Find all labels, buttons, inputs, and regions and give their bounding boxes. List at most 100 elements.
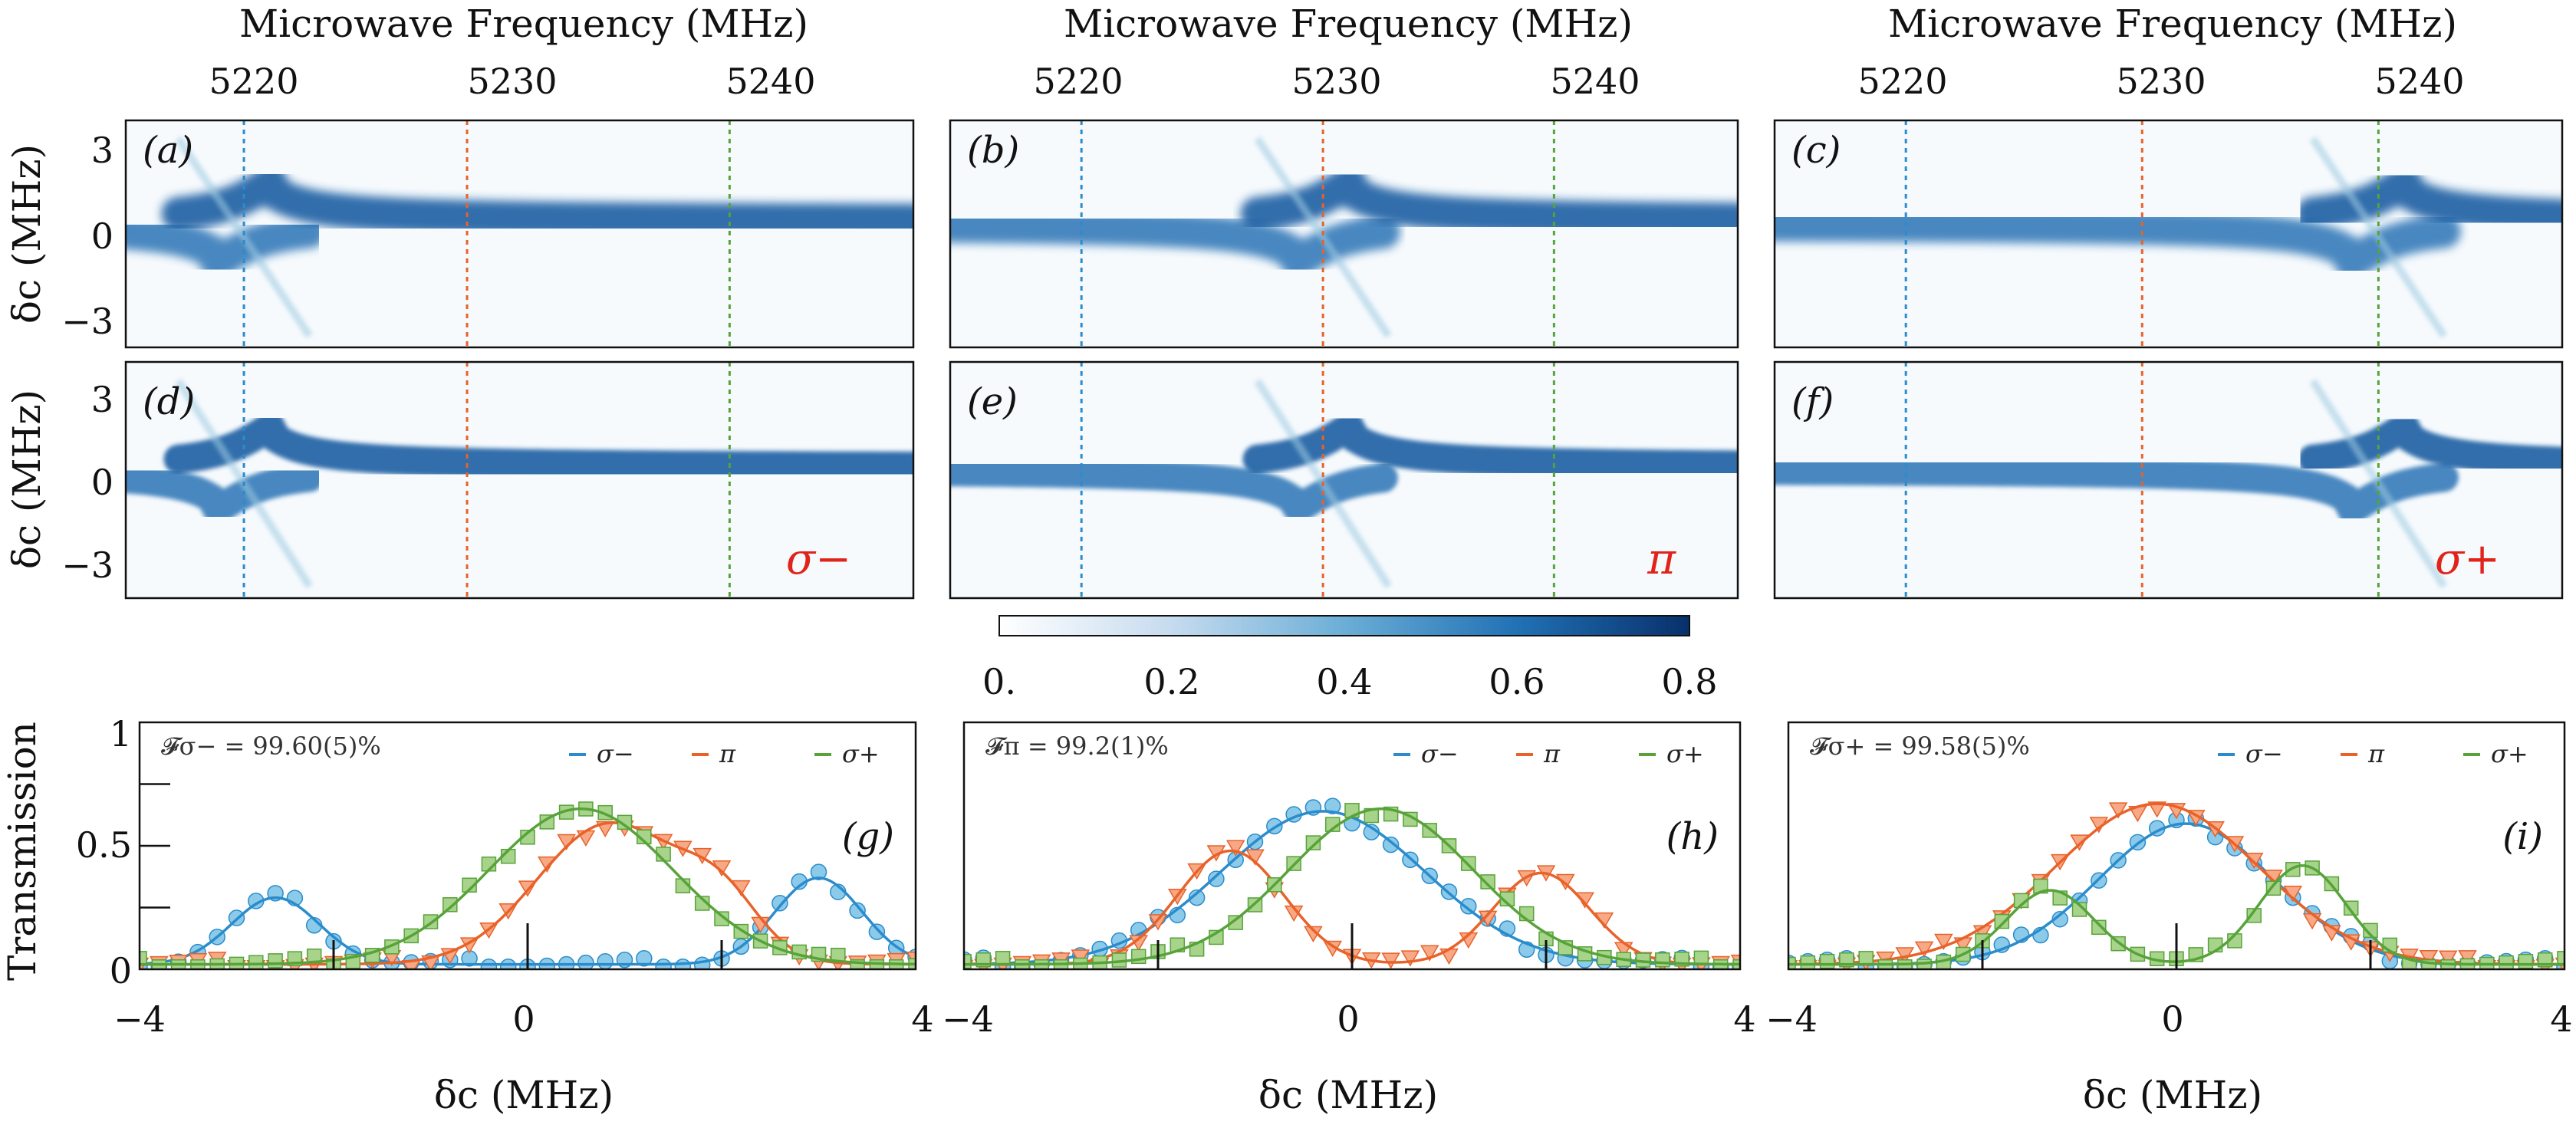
ytick-0: 0	[110, 950, 132, 992]
point-h-pi-24	[1420, 945, 1439, 962]
point-i-sigma_plus-5	[1877, 959, 1893, 969]
fit-g-sigma_plus	[140, 807, 916, 966]
point-g-sigma_plus-0	[140, 951, 147, 966]
xlabel-bottom-i: δc (MHz)	[2083, 1073, 2262, 1117]
branch-lower-d	[126, 462, 324, 532]
colorbar-tick-0.8: 0.8	[1661, 661, 1717, 702]
heatmap-frame-c	[1773, 119, 2564, 349]
heatmap-a	[124, 119, 915, 349]
point-h-sigma_plus-28	[1499, 891, 1515, 906]
point-i-pi-8	[1934, 933, 1953, 951]
ytick-m3-row2: −3	[61, 544, 114, 586]
xtick-5230-col3: 5230	[2116, 61, 2206, 102]
point-g-sigma_plus-29	[694, 896, 710, 911]
fidelity-h: 𝓕π = 99.2(1)%	[985, 732, 1169, 761]
branch-lower-b	[950, 209, 1400, 286]
colorbar: 0. 0.2 0.4 0.6 0.8	[982, 615, 1718, 702]
branch-upper-a	[161, 157, 913, 238]
point-h-sigma_plus-39	[1712, 959, 1729, 969]
xlabel-bottom-h: δc (MHz)	[1258, 1073, 1438, 1117]
point-g-sigma_minus-37	[849, 902, 866, 919]
xtick-0-h: 0	[1337, 998, 1359, 1040]
point-g-sigma_minus-18	[480, 959, 498, 969]
point-g-sigma_minus-35	[810, 863, 827, 880]
point-h-pi-23	[1400, 950, 1420, 967]
point-h-sigma_plus-14	[1228, 915, 1243, 930]
diagonal-a	[175, 136, 313, 338]
transmission-frame-i	[1787, 721, 2566, 971]
ylabel-row2: δc (MHz)	[5, 390, 49, 569]
point-h-sigma_minus-19	[1324, 797, 1341, 814]
point-g-sigma_plus-2	[170, 959, 186, 969]
top-axis-labels: Microwave Frequency (MHz) Microwave Freq…	[209, 2, 2464, 102]
xtick-0-i: 0	[2161, 998, 2183, 1040]
point-i-pi-7	[1914, 941, 1934, 958]
xlabel-top-col3: Microwave Frequency (MHz)	[1888, 2, 2457, 46]
legend-label-h-pi: π	[1543, 739, 1561, 768]
colorbar-tick-0: 0.	[982, 661, 1016, 702]
xlabel-top-col1: Microwave Frequency (MHz)	[239, 2, 808, 46]
transmission-g: 𝓕σ− = 99.60(5)% (g) σ− π σ+	[138, 721, 917, 971]
heatmap-frame-b	[949, 119, 1739, 349]
heatmap-y-axis: δc (MHz) δc (MHz) 3 0 −3 3 0 −3	[5, 130, 114, 586]
point-h-sigma_minus-13	[1208, 870, 1225, 887]
xtick-4-h: 4	[1733, 998, 1755, 1040]
pol-label-sigma-plus: σ+	[2435, 534, 2500, 584]
xtick-m4-g: −4	[114, 998, 166, 1040]
ytick-3-row1: 3	[91, 130, 114, 171]
branch-lower-c	[1775, 208, 2461, 288]
heatmap-b	[949, 119, 1739, 349]
ytick-m3-row1: −3	[61, 301, 114, 342]
fidelity-g: 𝓕σ− = 99.60(5)%	[161, 732, 381, 761]
branch-lower-f	[1775, 455, 2459, 532]
xtick-4-g: 4	[911, 998, 933, 1040]
xtick-5220-col3: 5220	[1857, 61, 1947, 102]
point-i-pi-34	[2438, 950, 2458, 967]
point-g-sigma_plus-17	[462, 877, 477, 893]
xtick-m4-i: −4	[1765, 998, 1818, 1040]
point-i-sigma_plus-38	[2518, 953, 2534, 969]
heatmap-content-b	[950, 136, 1738, 338]
point-g-sigma_minus-27	[655, 959, 672, 969]
branch-upper-d	[163, 405, 913, 481]
point-h-sigma_minus-26	[1460, 897, 1477, 915]
point-i-sigma_plus-30	[2363, 922, 2378, 939]
point-h-sigma_plus-27	[1480, 874, 1495, 890]
point-g-sigma_minus-24	[597, 952, 614, 969]
heatmap-f	[1773, 360, 2564, 600]
heatmap-d	[124, 360, 915, 600]
ytick-1: 1	[110, 713, 132, 755]
heatmap-frame-f	[1773, 360, 2564, 600]
panel-label-a: (a)	[143, 129, 193, 172]
transmission-x-axis: −4 0 4 −4 0 4 −4 0 4 δc (MHz) δc (MHz) δ…	[114, 998, 2573, 1117]
branch-upper-e	[1242, 405, 1738, 480]
legend-label-i-sigma_plus: σ+	[2491, 739, 2528, 768]
panel-label-b: (b)	[967, 129, 1019, 172]
point-g-sigma_plus-30	[714, 911, 729, 926]
xtick-5220-col1: 5220	[209, 61, 298, 102]
heatmap-panel-labels: (a) (b) (c) (d) (e) (f) σ− π σ+	[143, 129, 2500, 584]
panel-label-g: (g)	[842, 815, 894, 858]
transmission-content-g	[140, 801, 916, 969]
point-h-sigma_plus-36	[1655, 952, 1670, 968]
point-i-sigma_plus-1	[1800, 955, 1816, 969]
xtick-5230-col1: 5230	[467, 61, 557, 102]
point-h-sigma_plus-4	[1034, 959, 1049, 969]
xtick-m4-h: −4	[942, 998, 994, 1040]
heatmap-content-c	[1775, 136, 2562, 338]
transmission-y-axis: Transmission 1 0.5 0	[0, 713, 132, 992]
point-g-sigma_minus-26	[636, 950, 653, 967]
point-i-sigma_plus-24	[2246, 908, 2262, 923]
point-i-sigma_plus-11	[1994, 913, 2010, 929]
point-h-sigma_plus-0	[964, 953, 972, 969]
point-i-pi-17	[2108, 802, 2128, 819]
point-h-pi-6	[1071, 949, 1091, 966]
panel-label-e: (e)	[967, 380, 1018, 423]
heatmap-frame-d	[124, 360, 915, 600]
point-i-sigma_plus-40	[2557, 951, 2564, 966]
heatmap-content-a	[126, 136, 913, 338]
heatmap-frame-a	[124, 119, 915, 349]
point-g-sigma_minus-19	[499, 959, 517, 969]
colorbar-tick-0.4: 0.4	[1316, 661, 1372, 702]
xtick-5240-col3: 5240	[2374, 61, 2464, 102]
